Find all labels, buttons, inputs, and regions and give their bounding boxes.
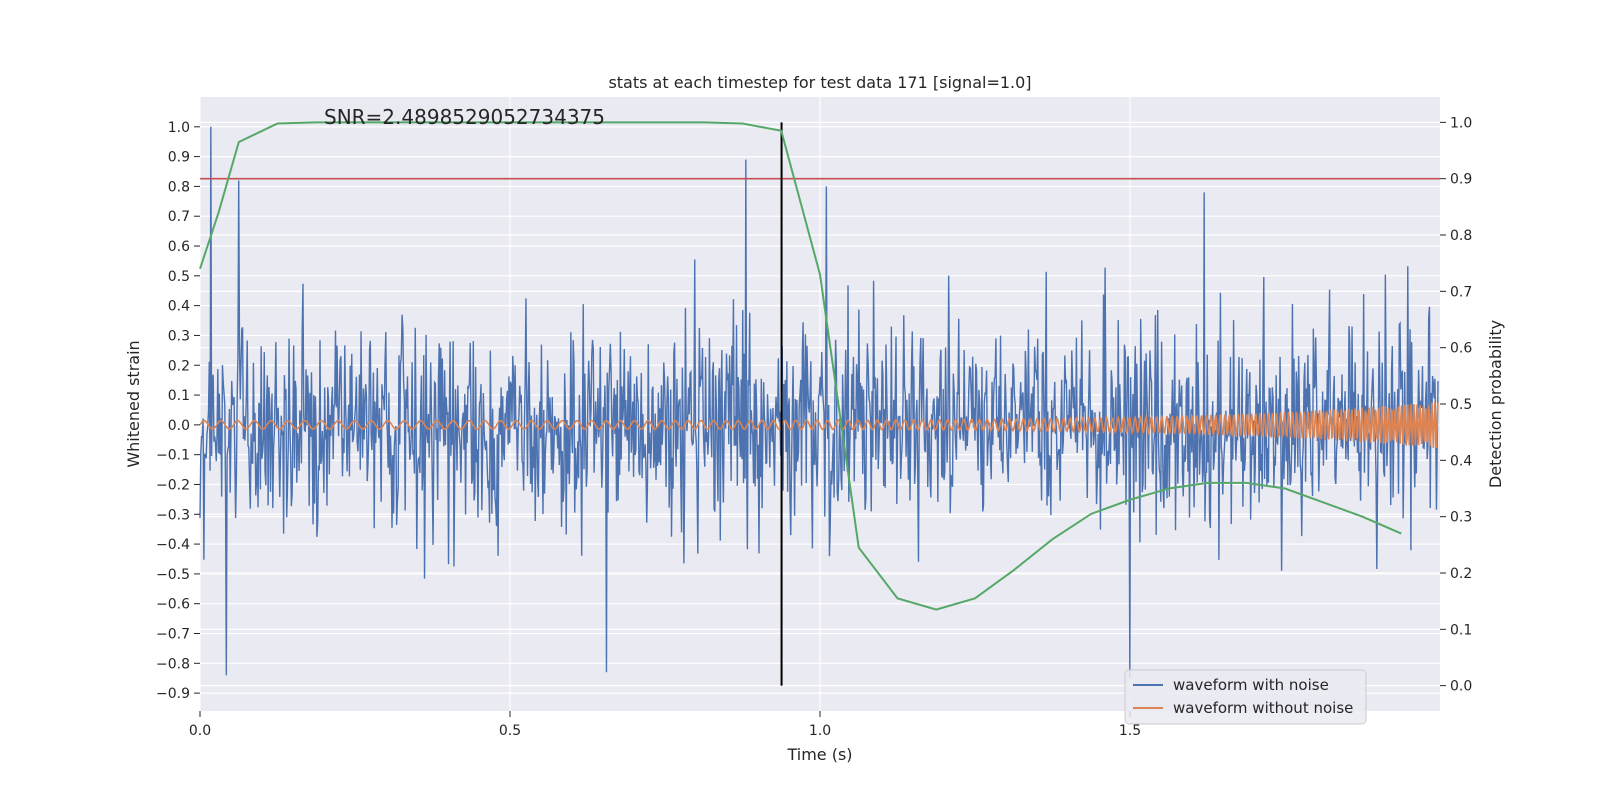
left-y-axis-ticks: 1.0 0.9 0.8 0.7 0.6 0.5 0.4 0.3 0.2 0.1 0.0 −0.1 −0.… [156,120,200,702]
y-left-tick-label: 0.7 [168,209,190,225]
y-right-tick-label: 0.4 [1450,453,1472,469]
series-waveform-without-noise [199,401,1439,448]
y-left-tick-label: −0.4 [156,537,190,553]
y-left-tick-label: 0.3 [168,328,190,344]
y-right-tick-label: 0.9 [1450,172,1472,188]
chart-title: stats at each timestep for test data 171… [608,73,1031,92]
x-axis-label: Time (s) [786,745,852,764]
legend-label-clean: waveform without noise [1173,699,1353,717]
y-left-tick-label: 0.4 [168,299,190,315]
x-tick-label: 1.0 [809,723,831,739]
y-left-tick-label: 0.5 [168,269,190,285]
y-left-tick-label: −0.5 [156,567,190,583]
y-left-tick-label: 0.9 [168,150,190,166]
y-left-tick-label: −0.6 [156,597,190,613]
y-left-tick-label: 0.2 [168,358,190,374]
y-right-tick-label: 0.8 [1450,228,1472,244]
x-tick-label: 1.5 [1119,723,1141,739]
y-right-tick-label: 0.7 [1450,284,1472,300]
y-left-tick-label: 0.6 [168,239,190,255]
y-gridlines [200,121,1440,694]
y-axis-label-right: Detection probability [1486,320,1505,488]
y-right-tick-label: 0.2 [1450,566,1472,582]
y-right-tick-label: 0.3 [1450,510,1472,526]
x-axis-ticks: 0.0 0.5 1.0 1.5 [189,711,1141,739]
detection-probability-line [199,121,1402,611]
snr-annotation: SNR=2.4898529052734375 [324,105,605,129]
y-left-tick-label: 0.1 [168,388,190,404]
y-left-tick-label: −0.8 [156,656,190,672]
legend: waveform with noise waveform without noi… [1124,669,1367,725]
series-detection-probability [199,121,1402,611]
y-right-tick-label: 0.1 [1450,622,1472,638]
y-right-tick-label: 0.5 [1450,397,1472,413]
y-right-tick-label: 0.6 [1450,341,1472,357]
y-right-tick-label: 1.0 [1450,115,1472,131]
y-left-tick-label: 0.8 [168,179,190,195]
waveform-with-noise-line [199,126,1439,679]
y-left-tick-label: −0.9 [156,686,190,702]
legend-box [1124,669,1367,725]
x-tick-label: 0.5 [499,723,521,739]
y-left-tick-label: 1.0 [168,120,190,136]
y-axis-label-left: Whitened strain [124,340,143,467]
x-tick-label: 0.0 [189,723,211,739]
series-waveform-with-noise [199,126,1439,679]
y-left-tick-label: −0.3 [156,507,190,523]
y-left-tick-label: −0.7 [156,627,190,643]
waveform-without-noise-line [199,401,1439,448]
legend-label-noise: waveform with noise [1173,676,1329,694]
right-y-axis-ticks: 1.0 0.9 0.8 0.7 0.6 0.5 0.4 0.3 0.2 0.1 0.0 [1440,115,1472,695]
y-right-tick-label: 0.0 [1450,679,1472,695]
y-left-tick-label: −0.2 [156,477,190,493]
y-left-tick-label: 0.0 [168,418,190,434]
y-left-tick-label: −0.1 [156,448,190,464]
